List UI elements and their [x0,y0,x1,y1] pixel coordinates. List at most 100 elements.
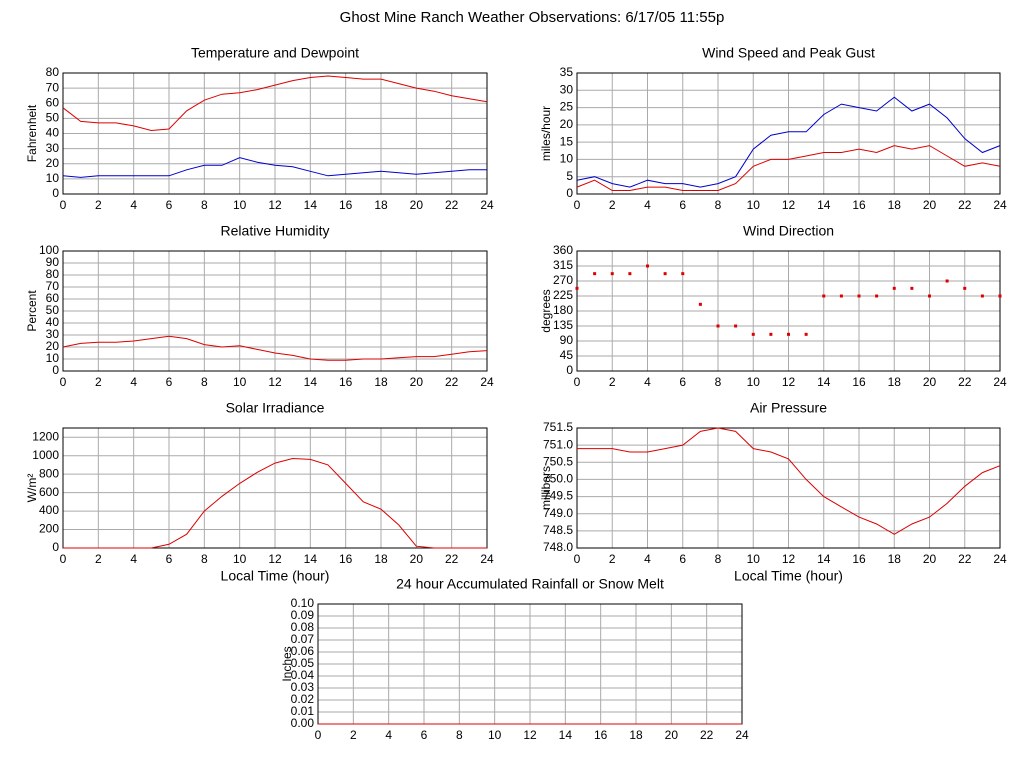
data-point [822,294,826,298]
y-tick-label: 80 [46,267,60,281]
x-tick-label: 12 [268,375,282,389]
y-tick-label: 0.02 [291,692,315,706]
data-point [698,302,702,306]
x-tick-label: 0 [315,728,322,742]
y-axis-label: miles/hour [539,106,553,161]
x-tick-label: 10 [233,552,247,566]
y-tick-label: 748.0 [543,540,573,554]
y-tick-label: 90 [46,255,60,269]
y-tick-label: 225 [553,288,573,302]
x-tick-label: 24 [993,552,1007,566]
x-tick-label: 12 [782,375,796,389]
x-tick-label: 22 [445,198,459,212]
data-point [945,279,949,283]
y-tick-label: 0.05 [291,656,315,670]
x-tick-label: 8 [201,552,208,566]
x-tick-label: 22 [958,552,972,566]
page-title: Ghost Mine Ranch Weather Observations: 6… [340,9,725,26]
x-tick-label: 10 [747,198,761,212]
x-tick-label: 16 [852,552,866,566]
x-tick-label: 22 [445,552,459,566]
x-tick-label: 20 [665,728,679,742]
y-tick-label: 70 [46,80,60,94]
y-tick-label: 0 [566,363,573,377]
x-tick-label: 6 [166,375,173,389]
y-tick-label: 80 [46,65,60,79]
x-tick-label: 22 [958,198,972,212]
data-line [62,335,488,361]
y-tick-label: 748.5 [543,523,573,537]
x-tick-label: 22 [958,375,972,389]
x-tick-label: 0 [574,552,581,566]
x-tick-label: 2 [609,198,616,212]
x-tick-label: 12 [268,198,282,212]
y-tick-label: 400 [39,503,59,517]
x-tick-label: 20 [410,552,424,566]
x-tick-label: 6 [166,552,173,566]
data-point [751,332,755,336]
chart-title: Wind Direction [743,223,834,239]
x-tick-label: 20 [410,198,424,212]
x-tick-label: 24 [480,375,494,389]
x-tick-label: 14 [817,552,831,566]
y-tick-label: 40 [46,126,60,140]
y-tick-label: 10 [46,351,60,365]
y-tick-label: 40 [46,315,60,329]
chart-title: 24 hour Accumulated Rainfall or Snow Mel… [396,576,664,592]
data-point [769,332,773,336]
y-tick-label: 30 [46,141,60,155]
y-tick-label: 100 [39,243,59,257]
y-axis-label: W/m² [25,474,39,503]
x-tick-label: 20 [923,375,937,389]
x-tick-label: 20 [923,198,937,212]
x-tick-label: 10 [233,375,247,389]
chart-title: Temperature and Dewpoint [191,45,359,61]
y-tick-label: 15 [560,134,574,148]
y-tick-label: 10 [560,152,574,166]
plot-frame [576,72,1001,195]
x-tick-label: 16 [339,198,353,212]
plot-frame [62,72,488,195]
x-tick-label: 14 [304,198,318,212]
x-tick-label: 10 [488,728,502,742]
data-point [839,294,843,298]
x-axis-label: Local Time (hour) [221,568,330,584]
data-point [575,286,579,290]
y-tick-label: 0.09 [291,608,315,622]
y-tick-label: 0 [52,363,59,377]
y-tick-label: 749.0 [543,506,573,520]
y-tick-label: 20 [560,117,574,131]
x-tick-label: 10 [233,198,247,212]
y-tick-label: 751.0 [543,437,573,451]
y-tick-label: 30 [46,327,60,341]
data-point [804,332,808,336]
data-point [857,294,861,298]
y-tick-label: 315 [553,258,573,272]
x-tick-label: 8 [715,552,722,566]
data-point [875,294,879,298]
x-tick-label: 2 [350,728,357,742]
y-tick-label: 360 [553,243,573,257]
y-tick-label: 1200 [32,429,59,443]
data-point [628,272,632,276]
y-tick-label: 0.08 [291,620,315,634]
x-tick-label: 14 [817,375,831,389]
x-tick-label: 2 [95,375,102,389]
x-tick-label: 8 [715,375,722,389]
data-line [577,427,1001,535]
x-tick-label: 4 [130,552,137,566]
x-tick-label: 6 [679,375,686,389]
y-axis-label: degrees [539,289,553,332]
x-tick-label: 24 [480,552,494,566]
y-tick-label: 1000 [32,448,59,462]
y-tick-label: 600 [39,485,59,499]
x-tick-label: 8 [456,728,463,742]
y-tick-label: 60 [46,95,60,109]
x-tick-label: 2 [95,198,102,212]
x-tick-label: 6 [679,552,686,566]
data-point [681,272,685,276]
x-tick-label: 24 [735,728,749,742]
y-axis-label: millibars [539,466,553,510]
y-tick-label: 90 [560,333,574,347]
